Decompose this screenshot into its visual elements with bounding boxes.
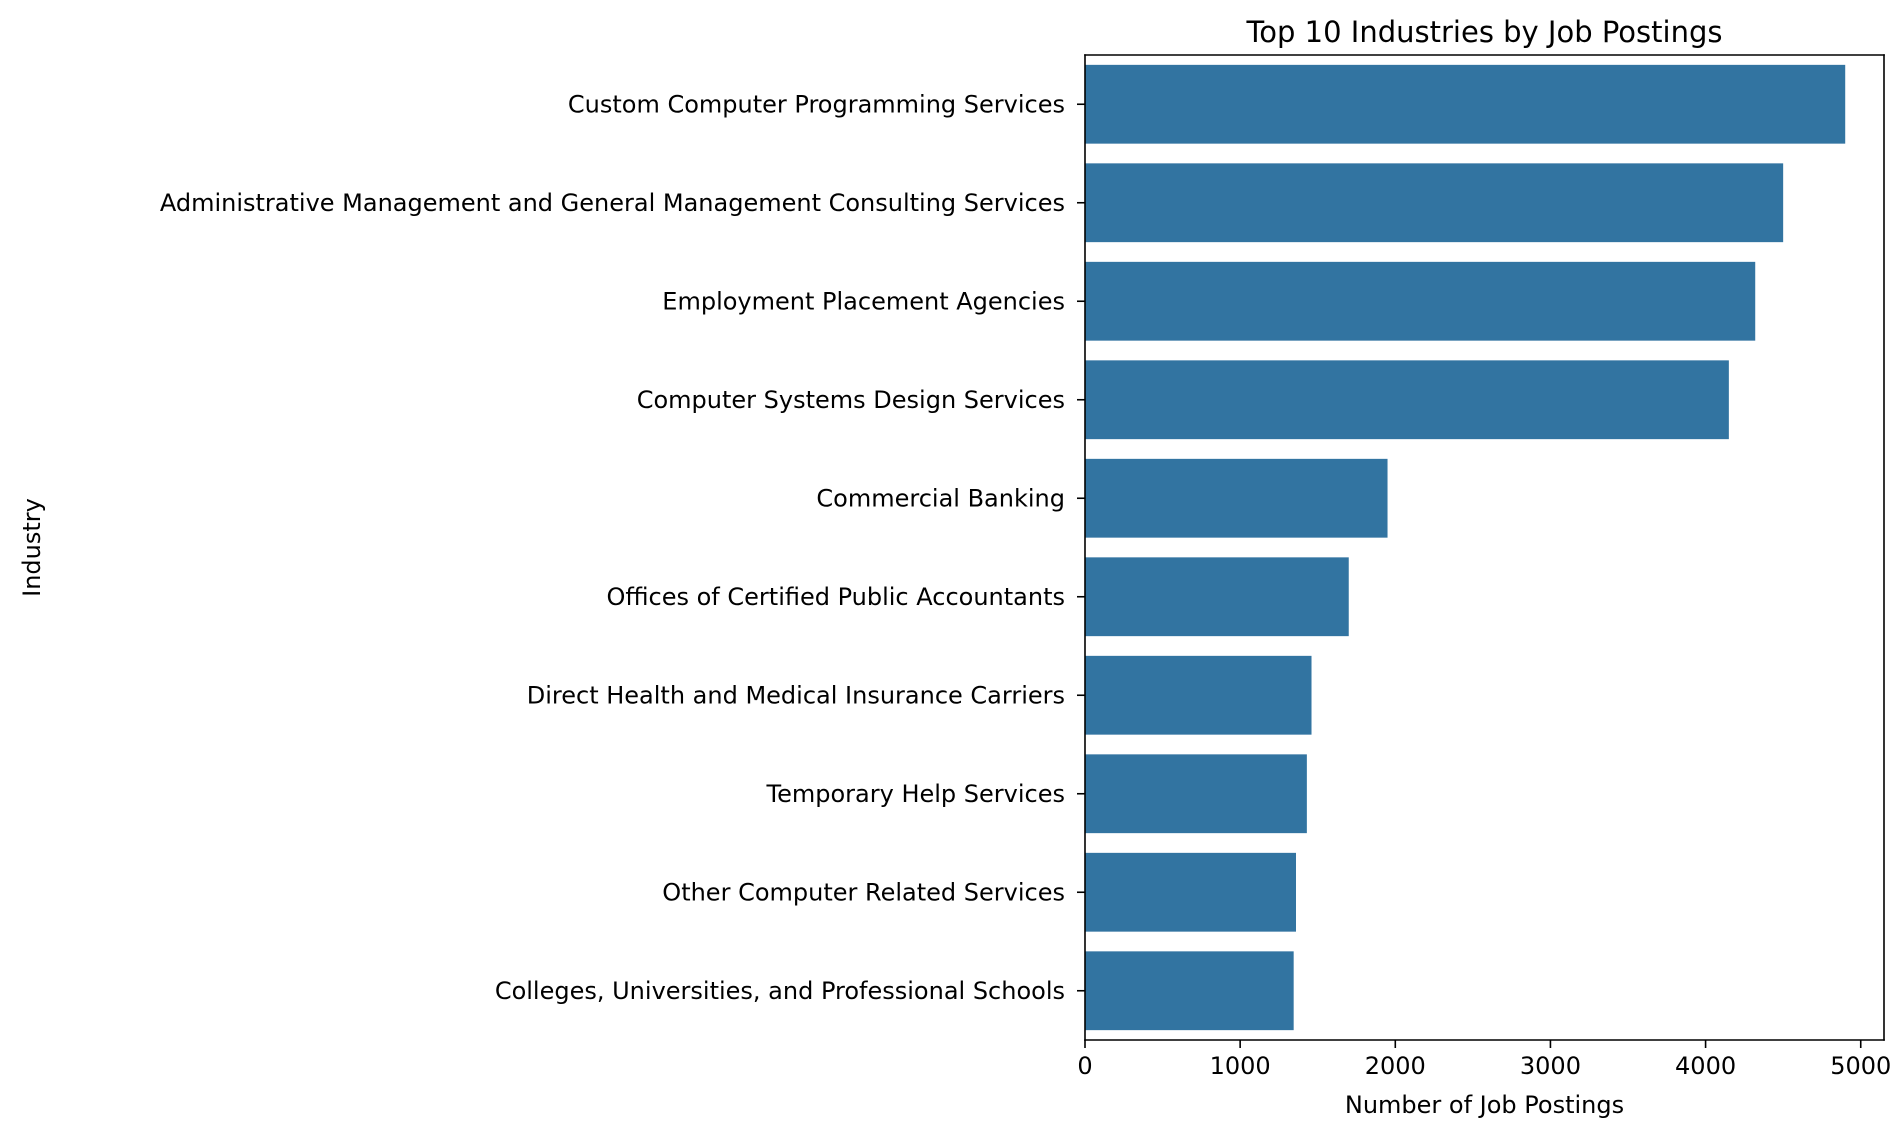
bar [1085,754,1307,834]
bar [1085,64,1846,144]
y-axis-title: Industry [18,498,46,597]
y-tick-label: Temporary Help Services [766,780,1065,808]
bars-group [1085,64,1846,1031]
x-tick-label: 3000 [1520,1052,1581,1080]
bar [1085,163,1784,243]
bar [1085,951,1294,1031]
y-tick-label: Commercial Banking [816,484,1065,512]
y-tick-label: Colleges, Universities, and Professional… [495,977,1065,1005]
x-tick-label: 5000 [1830,1052,1891,1080]
bar [1085,261,1756,341]
bar [1085,458,1388,538]
x-tick-label: 1000 [1210,1052,1271,1080]
y-tick-label: Custom Computer Programming Services [568,90,1065,118]
x-axis-ticks: 0 1000 2000 3000 4000 5000 [1077,1040,1891,1080]
x-axis-title: Number of Job Postings [1345,1091,1624,1119]
x-tick-label: 0 [1077,1052,1092,1080]
y-axis-ticks: Custom Computer Programming Services Admi… [160,90,1085,1005]
y-tick-label: Administrative Management and General Ma… [160,189,1065,217]
bar [1085,655,1312,735]
y-tick-label: Offices of Certified Public Accountants [606,583,1065,611]
chart-title: Top 10 Industries by Job Postings [1246,15,1723,49]
bar [1085,852,1296,932]
bar [1085,557,1349,637]
y-tick-label: Employment Placement Agencies [662,287,1065,315]
y-tick-label: Direct Health and Medical Insurance Carr… [527,681,1065,709]
x-tick-label: 2000 [1365,1052,1426,1080]
y-tick-label: Computer Systems Design Services [637,386,1065,414]
bar [1085,360,1729,440]
x-tick-label: 4000 [1675,1052,1736,1080]
y-tick-label: Other Computer Related Services [662,878,1065,906]
axis-spines [1084,54,1885,1041]
